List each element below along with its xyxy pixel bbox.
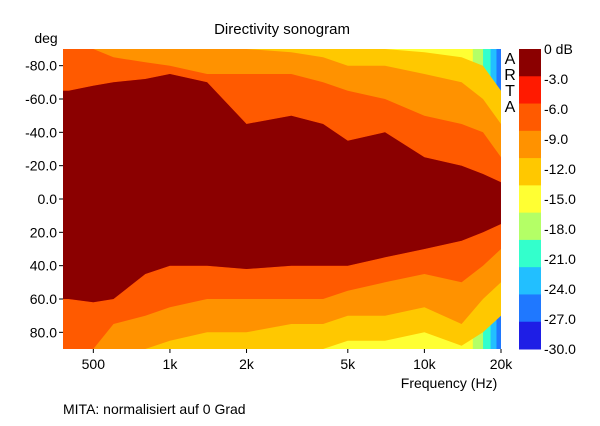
colorbar-label-0: 0 dB [544, 41, 573, 57]
colorbar: 0 dB -3.0 -6.0 -9.0 -12.0 -15.0 -18.0 -21.0 -24.… [519, 41, 576, 357]
y-axis-ticks: -80.0 -60.0 -40.0 -20.0 0.0 20.0 40.0 60.0 80.0 [25, 58, 63, 340]
watermark-letter-0: A [505, 51, 516, 68]
watermark-letter-3: A [505, 99, 516, 116]
colorbar-swatch-10 [519, 321, 541, 350]
footer-note: MITA: normalisiert auf 0 Grad [63, 401, 246, 417]
colorbar-swatch-8 [519, 267, 541, 295]
watermark-letter-2: T [505, 83, 515, 100]
colorbar-swatch-9 [519, 294, 541, 323]
colorbar-label-6: -18.0 [544, 221, 576, 237]
x-tick-label-0: 500 [82, 356, 106, 372]
x-tick-label-4: 10k [413, 356, 437, 372]
colorbar-label-3: -9.0 [544, 131, 568, 147]
chart-title: Directivity sonogram [214, 21, 350, 38]
colorbar-swatch-6 [519, 212, 541, 241]
colorbar-label-10: -30.0 [544, 341, 576, 357]
y-axis-label: deg [34, 30, 57, 46]
colorbar-label-9: -27.0 [544, 311, 576, 327]
colorbar-label-1: -3.0 [544, 71, 568, 87]
plot-area [63, 49, 501, 349]
colorbar-swatch-7 [519, 239, 541, 268]
x-axis-ticks: 500 1k 2k 5k 10k 20k [82, 349, 514, 372]
y-tick-label-3: -20.0 [25, 158, 57, 174]
colorbar-swatch-1 [519, 76, 541, 105]
y-tick-label-4: 0.0 [38, 191, 58, 207]
colorbar-swatch-5 [519, 185, 541, 214]
y-tick-label-1: -60.0 [25, 91, 57, 107]
y-tick-label-7: 60.0 [30, 291, 57, 307]
colorbar-swatch-3 [519, 130, 541, 159]
x-tick-label-5: 20k [490, 356, 514, 372]
x-tick-label-3: 5k [340, 356, 356, 372]
y-tick-label-8: 80.0 [30, 324, 57, 340]
colorbar-label-4: -12.0 [544, 161, 576, 177]
x-tick-label-1: 1k [163, 356, 179, 372]
y-tick-label-0: -80.0 [25, 58, 57, 74]
y-tick-label-2: -40.0 [25, 124, 57, 140]
colorbar-swatch-2 [519, 103, 541, 132]
x-axis-label: Frequency (Hz) [401, 375, 497, 391]
y-tick-label-5: 20.0 [30, 224, 57, 240]
colorbar-label-5: -15.0 [544, 191, 576, 207]
x-tick-label-2: 2k [239, 356, 255, 372]
contour-core-0db [63, 74, 501, 303]
watermark-letter-1: R [504, 67, 516, 84]
colorbar-swatch-0 [519, 49, 541, 77]
colorbar-swatch-4 [519, 158, 541, 186]
colorbar-label-2: -6.0 [544, 101, 568, 117]
colorbar-label-8: -24.0 [544, 281, 576, 297]
y-tick-label-6: 40.0 [30, 258, 57, 274]
colorbar-label-7: -21.0 [544, 251, 576, 267]
